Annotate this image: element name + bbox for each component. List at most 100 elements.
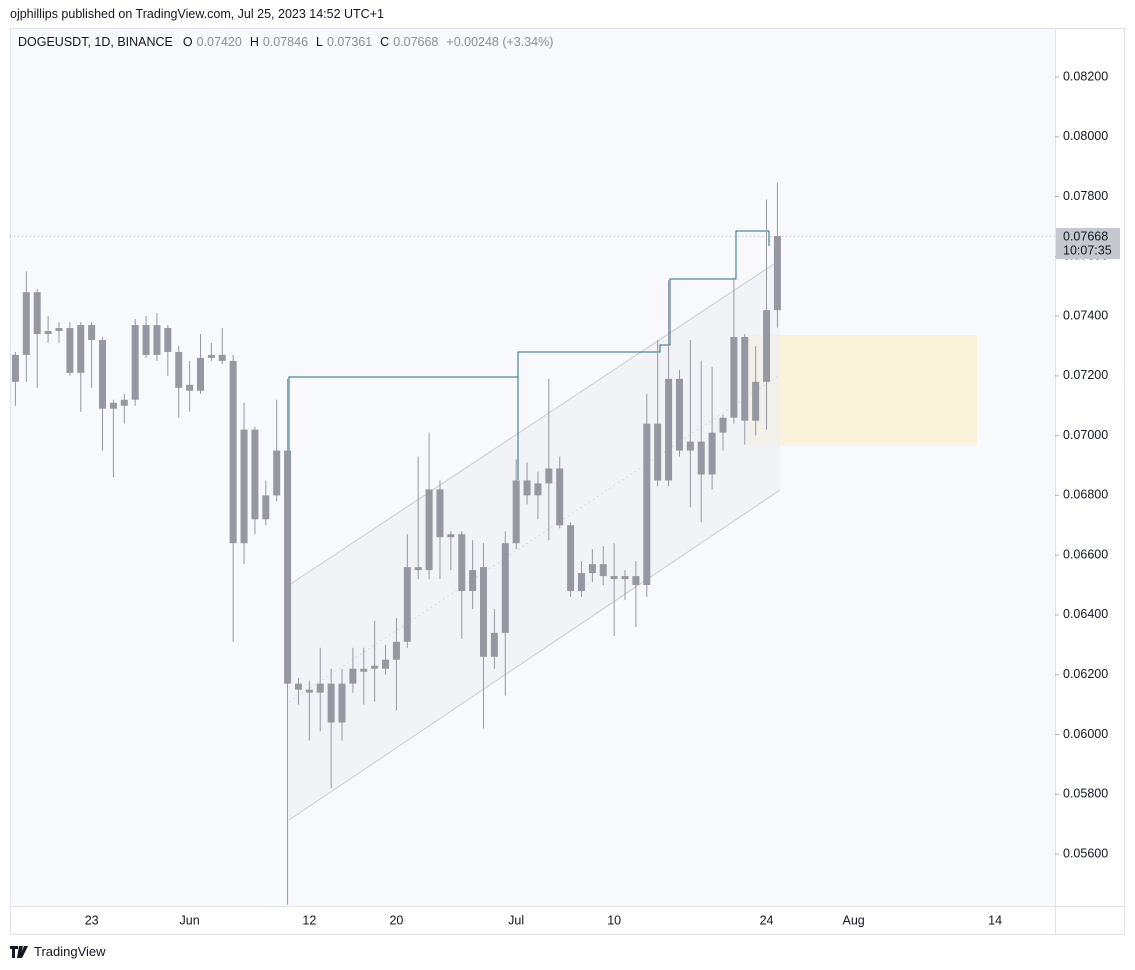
y-tick-label: 0.07000 xyxy=(1063,428,1108,442)
x-axis: 23 Jun 12 20 Jul 10 24 Aug 14 xyxy=(85,913,1002,927)
candle-body xyxy=(425,489,433,571)
x-tick-label: Aug xyxy=(842,913,864,927)
candle-body xyxy=(218,354,226,361)
price-badge xyxy=(1056,228,1120,259)
x-tick-label: 20 xyxy=(389,913,403,927)
candle-body xyxy=(577,573,585,592)
candle-body xyxy=(338,683,346,723)
y-tick-label: 0.07400 xyxy=(1063,308,1108,322)
y-tick-label: 0.07800 xyxy=(1063,189,1108,203)
candle-body xyxy=(436,489,444,538)
candle-body xyxy=(654,423,662,481)
x-tick-label: Jun xyxy=(180,913,200,927)
y-tick-label: 0.06000 xyxy=(1063,727,1108,741)
price-badge-countdown: 10:07:35 xyxy=(1063,243,1112,257)
candle-body xyxy=(186,384,194,391)
candles xyxy=(11,182,781,905)
candle-body xyxy=(153,325,161,355)
candle-body xyxy=(262,495,270,520)
candle-body xyxy=(490,632,498,657)
candle-body xyxy=(447,534,455,538)
candle-body xyxy=(773,235,781,311)
candle-body xyxy=(414,567,422,571)
brand: TradingView xyxy=(34,944,106,959)
footer: TradingView xyxy=(10,944,106,959)
candle-body xyxy=(697,441,705,475)
candle-body xyxy=(632,576,640,586)
candle-body xyxy=(719,417,727,433)
ohlc-value: 0.07846 xyxy=(262,35,309,49)
candle-body xyxy=(469,570,477,592)
candle-body xyxy=(763,310,771,382)
candle-body xyxy=(599,564,607,577)
candle-body xyxy=(55,328,63,332)
candle-body xyxy=(33,292,41,335)
channel-mid xyxy=(288,374,781,703)
y-tick-label: 0.05800 xyxy=(1063,787,1108,801)
candle-body xyxy=(77,325,85,373)
price-badge-price: 0.07668 xyxy=(1063,229,1108,243)
candle-body xyxy=(142,325,150,355)
attribution: ojphillips published on TradingView.com,… xyxy=(10,7,384,21)
ohlc-value: 0.07361 xyxy=(326,35,373,49)
candle-body xyxy=(284,450,292,684)
ohlc-label: L xyxy=(316,35,323,49)
candle-body xyxy=(675,378,683,451)
candle-body xyxy=(229,360,237,544)
candle-body xyxy=(109,402,117,409)
candle-body xyxy=(251,429,259,520)
candle-body xyxy=(567,525,575,592)
ohlc-label: C xyxy=(380,35,390,49)
candle-body xyxy=(480,567,488,657)
candle-body xyxy=(131,325,139,400)
frame xyxy=(10,28,1125,935)
candle-body xyxy=(534,483,542,496)
ohlc-label: O xyxy=(182,35,193,49)
candle-body xyxy=(708,432,716,475)
y-axis: 0.05600 0.05800 0.06000 0.06200 0.06400 0.066… xyxy=(1055,69,1108,860)
y-tick-label: 0.08000 xyxy=(1063,129,1108,143)
candle-body xyxy=(273,450,281,496)
candle-body xyxy=(501,543,509,633)
x-tick-label: 14 xyxy=(988,913,1002,927)
candle-body xyxy=(240,429,248,544)
channel-lower xyxy=(288,489,781,821)
zone xyxy=(747,335,977,446)
x-tick-label: Jul xyxy=(508,913,524,927)
candle-body xyxy=(294,683,302,690)
symbol: DOGEUSDT, 1D, BINANCE xyxy=(18,35,173,49)
candle-body xyxy=(44,331,52,335)
candle-body xyxy=(305,689,313,693)
ohlc-label: H xyxy=(249,35,259,49)
x-tick-label: 23 xyxy=(85,913,99,927)
ohlc-value: 0.07420 xyxy=(196,35,242,49)
y-tick-label: 0.07200 xyxy=(1063,368,1108,382)
candle-body xyxy=(164,328,172,352)
x-tick-label: 12 xyxy=(302,913,316,927)
candle-body xyxy=(588,564,596,574)
candle-body xyxy=(545,468,553,484)
steps xyxy=(288,230,770,480)
candle-body xyxy=(66,328,74,373)
y-tick-label: 0.06600 xyxy=(1063,547,1108,561)
candle-body xyxy=(349,668,357,684)
candle-body xyxy=(11,354,19,382)
y-tick-label: 0.06800 xyxy=(1063,488,1108,502)
y-tick-label: 0.05600 xyxy=(1063,846,1108,860)
channel-upper xyxy=(288,259,781,586)
candle-body xyxy=(99,339,107,409)
y-tick-label: 0.08200 xyxy=(1063,69,1108,83)
y-tick-label: 0.06200 xyxy=(1063,667,1108,681)
ohlc-value: 0.07668 xyxy=(393,35,439,49)
candle-body xyxy=(752,381,760,421)
x-tick-label: 24 xyxy=(760,913,774,927)
candle-body xyxy=(610,576,618,580)
candle-body xyxy=(741,337,749,421)
candle-body xyxy=(327,683,335,723)
candle-body xyxy=(523,480,531,496)
candle-body xyxy=(643,423,651,586)
candle-body xyxy=(88,325,96,340)
x-tick-label: 10 xyxy=(607,913,621,927)
